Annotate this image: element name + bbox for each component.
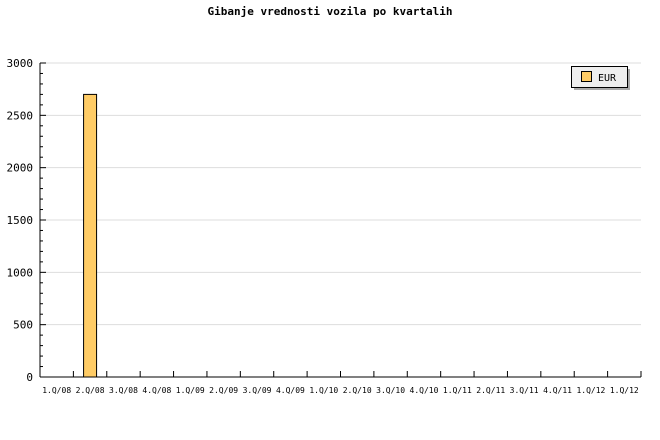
x-tick-label: 1.Q/10 — [309, 386, 338, 395]
x-tick-label: 4.Q/09 — [276, 386, 305, 395]
x-tick-label: 4.Q/11 — [543, 386, 572, 395]
x-tick-label: 3.Q/11 — [510, 386, 539, 395]
chart-title: Gibanje vrednosti vozila po kvartalih — [207, 5, 452, 18]
y-tick-label: 500 — [13, 319, 33, 332]
x-tick-label: 2.Q/11 — [476, 386, 505, 395]
bar — [83, 93, 98, 378]
legend-label: EUR — [598, 73, 617, 84]
x-tick-label: 1.Q/12 — [576, 386, 605, 395]
x-tick-label: 1.Q/08 — [42, 386, 71, 395]
x-tick-label: 1.Q/11 — [443, 386, 472, 395]
y-tick-label: 1000 — [7, 266, 34, 279]
x-tick-label: 3.Q/09 — [243, 386, 272, 395]
y-tick-label: 0 — [26, 371, 33, 384]
x-tick-label: 1.Q/12 — [610, 386, 639, 395]
y-tick-label: 1500 — [7, 214, 34, 227]
x-tick-label: 4.Q/10 — [410, 386, 439, 395]
x-tick-label: 2.Q/09 — [209, 386, 238, 395]
x-tick-label: 2.Q/10 — [343, 386, 372, 395]
x-tick-label: 1.Q/09 — [176, 386, 205, 395]
legend-swatch — [581, 71, 592, 82]
x-tick-label: 2.Q/08 — [76, 386, 105, 395]
y-tick-label: 3000 — [7, 57, 34, 70]
x-tick-label: 4.Q/08 — [142, 386, 171, 395]
x-tick-label: 3.Q/08 — [109, 386, 138, 395]
x-tick-label: 3.Q/10 — [376, 386, 405, 395]
y-tick-label: 2000 — [7, 162, 34, 175]
y-tick-label: 2500 — [7, 109, 34, 122]
